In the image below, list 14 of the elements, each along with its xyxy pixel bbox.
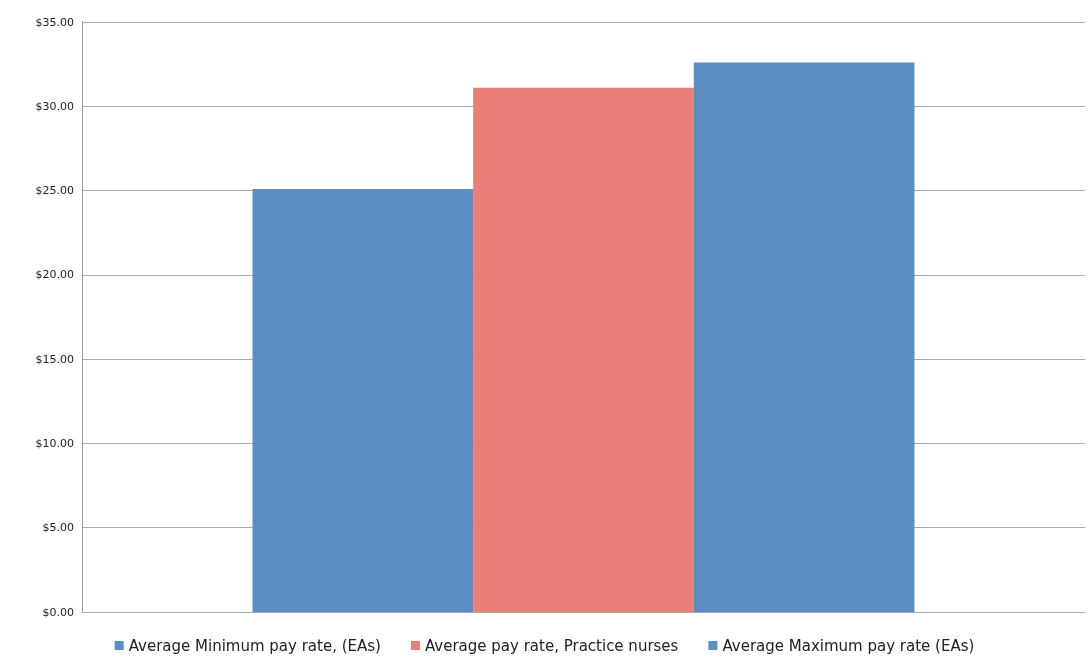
y-tick-label: $10.00 [35,436,74,450]
legend-label: Average Minimum pay rate, (EAs) [128,636,381,655]
y-tick-label: $15.00 [35,352,74,366]
y-tick-label: $35.00 [35,15,74,29]
y-tick-label: $20.00 [35,268,74,282]
legend-label: Average pay rate, Practice nurses [424,636,679,655]
y-tick-label: $25.00 [35,184,74,198]
bar [252,188,474,612]
bar [693,62,915,612]
y-tick-label: $0.00 [42,605,74,619]
y-tick-label: $30.00 [35,99,74,113]
y-tick-label: $5.00 [42,521,74,535]
bar [473,87,694,612]
legend-label: Average Maximum pay rate (EAs) [722,636,975,655]
